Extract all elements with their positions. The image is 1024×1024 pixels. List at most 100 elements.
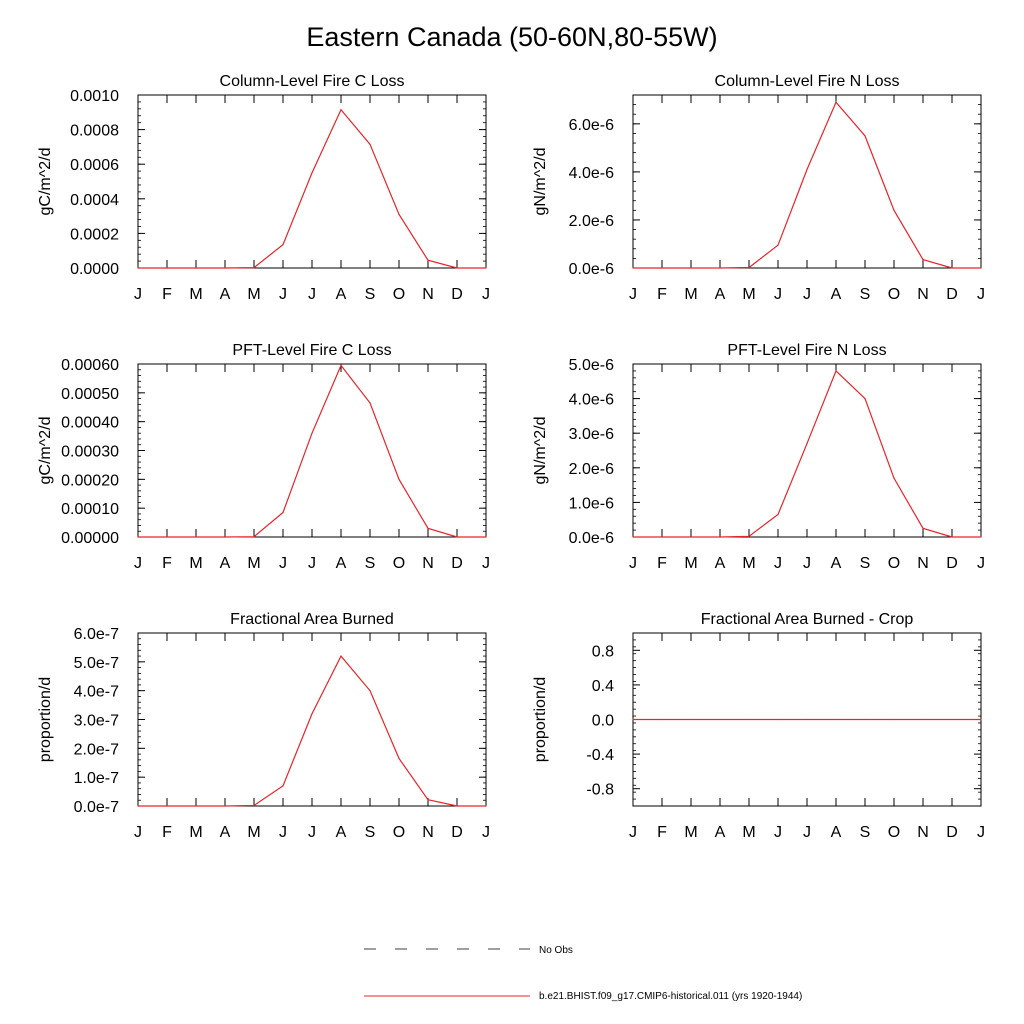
y-axis-label: proportion/d — [532, 677, 549, 762]
data-point — [806, 718, 808, 721]
x-tick-label: J — [803, 824, 811, 841]
x-tick-label: J — [977, 286, 985, 303]
x-tick-label: J — [774, 555, 782, 572]
data-point — [369, 402, 371, 404]
data-point — [253, 267, 255, 269]
x-tick-label: N — [917, 555, 929, 572]
y-tick-label: 0.00000 — [61, 530, 119, 547]
data-point — [282, 511, 284, 514]
series-line — [138, 364, 486, 538]
data-point — [806, 168, 808, 171]
x-tick-label: J — [308, 555, 316, 572]
chart-title: Column-Level Fire N Loss — [715, 73, 900, 90]
data-point — [864, 718, 866, 721]
y-tick-label: 2.0e-6 — [569, 213, 614, 230]
data-point — [864, 135, 866, 137]
x-tick-label: M — [189, 555, 202, 572]
chart-title: Column-Level Fire C Loss — [220, 73, 405, 90]
x-tick-label: O — [393, 824, 405, 841]
y-tick-label: 0.0006 — [70, 157, 119, 174]
x-tick-label: S — [365, 555, 376, 572]
x-tick-label: J — [774, 286, 782, 303]
x-tick-label: M — [247, 555, 260, 572]
x-tick-label: O — [393, 286, 405, 303]
chart-title: Fractional Area Burned - Crop — [701, 611, 914, 628]
data-point — [748, 535, 750, 537]
data-point — [661, 536, 663, 538]
data-point — [632, 718, 634, 721]
x-tick-label: D — [946, 555, 958, 572]
x-tick-label: J — [803, 555, 811, 572]
y-tick-label: 0.00050 — [61, 386, 119, 403]
x-tick-label: O — [888, 555, 900, 572]
x-tick-label: S — [860, 286, 871, 303]
x-tick-label: M — [742, 286, 755, 303]
x-tick-label: M — [742, 824, 755, 841]
x-tick-label: A — [715, 555, 726, 572]
y-tick-label: 5.0e-7 — [74, 655, 119, 672]
y-tick-label: 6.0e-7 — [74, 626, 119, 643]
x-tick-label: S — [860, 555, 871, 572]
data-point — [777, 513, 779, 516]
plot-frame — [632, 363, 982, 538]
x-tick-label: J — [629, 824, 637, 841]
series-line — [138, 108, 486, 269]
data-point — [951, 267, 953, 269]
x-tick-label: N — [422, 555, 434, 572]
x-tick-label: F — [162, 555, 172, 572]
data-point — [195, 267, 197, 269]
data-point — [224, 536, 226, 538]
data-point — [661, 718, 663, 721]
chart-title: PFT-Level Fire C Loss — [232, 342, 391, 359]
data-point — [224, 805, 226, 807]
x-tick-label: F — [162, 824, 172, 841]
series-line — [633, 369, 981, 538]
x-tick-label: D — [451, 286, 463, 303]
x-tick-label: A — [220, 824, 231, 841]
x-tick-label: D — [451, 555, 463, 572]
data-point — [748, 266, 750, 269]
data-point — [835, 101, 837, 103]
x-tick-label: A — [220, 286, 231, 303]
x-tick-label: A — [831, 824, 842, 841]
y-tick-label: 0.00010 — [61, 501, 119, 518]
x-tick-label: S — [365, 824, 376, 841]
y-tick-label: 5.0e-6 — [569, 357, 614, 374]
x-tick-label: N — [422, 286, 434, 303]
y-tick-label: 3.0e-6 — [569, 426, 614, 443]
x-tick-label: J — [279, 555, 287, 572]
data-point — [690, 267, 692, 269]
x-tick-label: M — [247, 286, 260, 303]
x-tick-label: A — [336, 555, 347, 572]
y-tick-label: 0.0010 — [70, 88, 119, 105]
data-point — [864, 398, 866, 400]
y-tick-label: 0.00020 — [61, 472, 119, 489]
x-tick-label: N — [917, 824, 929, 841]
data-point — [224, 267, 226, 269]
x-tick-label: O — [888, 286, 900, 303]
y-tick-label: 0.0008 — [70, 123, 119, 140]
data-point — [980, 718, 982, 721]
y-tick-label: 0.0e-6 — [569, 530, 614, 547]
y-tick-label: 0.0004 — [70, 192, 119, 209]
data-point — [311, 432, 313, 434]
data-point — [253, 804, 255, 807]
x-tick-label: O — [393, 555, 405, 572]
data-point — [369, 143, 371, 145]
data-point — [166, 536, 168, 538]
x-tick-label: O — [888, 824, 900, 841]
data-point — [806, 442, 808, 445]
data-point — [369, 690, 371, 692]
x-tick-label: J — [279, 286, 287, 303]
data-point — [456, 536, 458, 538]
data-point — [340, 109, 342, 111]
x-tick-label: M — [684, 824, 697, 841]
chart-panel-6: Fractional Area Burned - Crop proportion/… — [532, 611, 985, 841]
data-point — [690, 536, 692, 538]
y-tick-label: 1.0e-7 — [74, 770, 119, 787]
data-point — [632, 536, 634, 538]
